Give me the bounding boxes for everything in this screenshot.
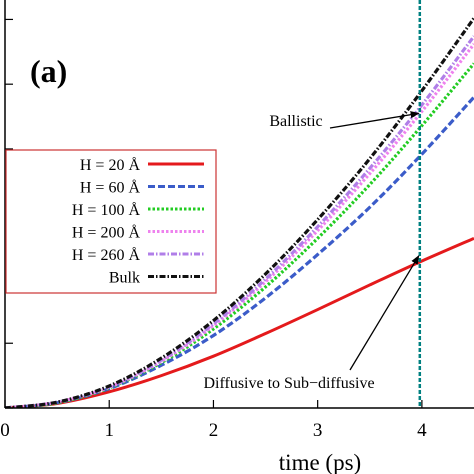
legend: H = 20 Å H = 60 Å H = 100 Å H = 200 Å H = 26… bbox=[5, 149, 217, 294]
legend-label-0: H = 20 Å bbox=[80, 156, 141, 174]
legend-label-1: H = 60 Å bbox=[80, 179, 141, 197]
annotation-arrow-1 bbox=[349, 255, 420, 371]
series-line-5 bbox=[5, 17, 474, 408]
text-layer: 0 1 2 3 4 time (ps) (a) bbox=[0, 53, 427, 474]
legend-label-3: H = 200 Å bbox=[72, 224, 141, 242]
annotation-text-1: Diffusive to Sub−diffusive bbox=[203, 375, 374, 392]
legend-box bbox=[5, 149, 217, 294]
series-layer bbox=[5, 17, 474, 408]
legend-label-4: H = 260 Å bbox=[72, 246, 141, 264]
x-tick-label-0: 0 bbox=[0, 420, 10, 441]
series-line-3 bbox=[5, 43, 474, 408]
legend-label-2: H = 100 Å bbox=[72, 201, 141, 219]
x-tick-label-3: 3 bbox=[313, 420, 323, 441]
legend-label-5: Bulk bbox=[109, 270, 140, 287]
series-line-0 bbox=[5, 236, 474, 408]
annotation-layer: Ballistic Diffusive to Sub−diffusive bbox=[203, 111, 420, 392]
x-tick-label-1: 1 bbox=[104, 420, 114, 441]
panel-label: (a) bbox=[30, 53, 67, 89]
x-axis-label: time (ps) bbox=[279, 450, 361, 474]
annotation-text-0: Ballistic bbox=[269, 113, 322, 130]
x-tick-label-4: 4 bbox=[417, 420, 427, 441]
x-tick-label-2: 2 bbox=[209, 420, 219, 441]
annotation-arrow-0 bbox=[329, 111, 420, 129]
